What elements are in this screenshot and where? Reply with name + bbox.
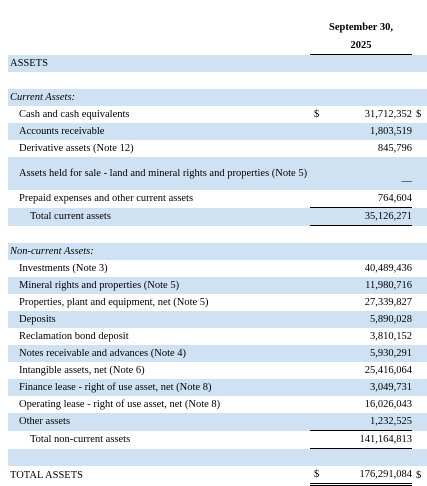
row-label: Derivative assets (Note 12): [19, 143, 134, 154]
value: 176,291,084: [324, 466, 412, 486]
row-label: Total non-current assets: [30, 434, 131, 445]
row-label: Deposits: [8, 311, 310, 328]
row-label: Assets held for sale - land and mineral …: [8, 157, 310, 190]
row-label: Mineral rights and properties (Note 5): [8, 277, 310, 294]
value: 141,164,813: [324, 430, 412, 449]
value: 1,232,525: [324, 413, 412, 431]
value: 31,712,352: [364, 109, 412, 120]
row-label: Intangible assets, net (Note 6): [19, 365, 145, 376]
header-date: September 30,: [329, 21, 393, 33]
page: September 30, 2025 ASSETS Current Assets…: [8, 21, 427, 486]
currency: $: [314, 109, 320, 120]
row-label: Cash and cash equivalents: [19, 109, 130, 120]
value: 1,803,519: [324, 123, 412, 140]
value: 3,049,731: [324, 379, 412, 396]
currency: $: [416, 469, 422, 481]
value: 35,126,271: [324, 207, 412, 226]
row-label: Properties, plant and equipment, net (No…: [19, 297, 209, 308]
row-label: Accounts receivable: [8, 123, 310, 140]
row-label: Investments (Note 3): [19, 263, 108, 274]
row-label: Reclamation bond deposit: [19, 331, 129, 342]
value: 3,810,152: [370, 331, 412, 342]
row-label: TOTAL ASSETS: [10, 469, 83, 481]
row-label: Prepaid expenses and other current asset…: [19, 193, 194, 205]
currency: $: [416, 109, 422, 120]
value: —: [324, 157, 412, 190]
balance-sheet: September 30, 2025 ASSETS Current Assets…: [8, 0, 427, 486]
value: 5,930,291: [324, 345, 412, 362]
row-label: Notes receivable and advances (Note 4): [8, 345, 310, 362]
subsection-title: Non-current Assets:: [8, 243, 310, 260]
value: 5,890,028: [324, 311, 412, 328]
section-title: ASSETS: [8, 54, 310, 72]
value: 27,339,827: [364, 297, 412, 308]
value: 16,026,043: [364, 399, 412, 410]
header-year: 2025: [310, 36, 412, 55]
row-label: Total current assets: [8, 207, 310, 226]
row-label: Other assets: [8, 413, 310, 431]
value: 40,489,436: [364, 263, 412, 274]
value: 764,604: [377, 193, 412, 204]
subsection-title: Current Assets:: [8, 89, 310, 106]
value: 845,796: [377, 143, 412, 154]
value: 25,416,064: [364, 365, 412, 376]
currency: $: [310, 466, 324, 486]
value: 11,980,716: [324, 277, 412, 294]
row-label: Operating lease - right of use asset, ne…: [19, 399, 221, 410]
row-label: Finance lease - right of use asset, net …: [8, 379, 310, 396]
